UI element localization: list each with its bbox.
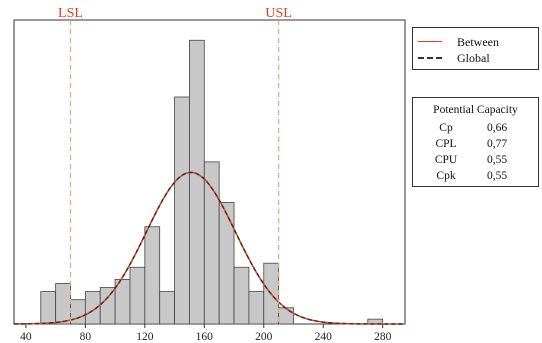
legend-item-global: Global xyxy=(413,50,538,66)
solid-line-swatch-icon xyxy=(418,41,442,42)
spec-limit-label-usl: USL xyxy=(265,6,291,21)
capacity-name: Cpk xyxy=(436,170,456,182)
histogram-bar xyxy=(278,307,294,325)
legend: Between Global xyxy=(412,27,539,70)
potential-capacity-panel: Potential Capacity Cp 0,66 CPL 0,77 CPU … xyxy=(412,97,539,187)
x-axis: 40 80 120 160 200 240 280 xyxy=(20,324,392,343)
capacity-row: CPL 0,77 xyxy=(413,138,538,154)
spec-limits-layer: LSL USL xyxy=(58,6,292,324)
curves-layer xyxy=(13,171,405,325)
histogram-bar xyxy=(203,161,220,325)
histogram-bar xyxy=(55,283,71,325)
histogram-bar xyxy=(159,291,175,325)
histogram-bar xyxy=(189,39,205,325)
capacity-row: Cp 0,66 xyxy=(413,122,538,138)
capacity-row: CPU 0,55 xyxy=(413,154,538,170)
histogram-bar xyxy=(129,266,146,325)
capacity-value: 0,77 xyxy=(487,138,508,150)
capacity-name: CPL xyxy=(435,138,457,150)
x-tick-label: 200 xyxy=(255,331,273,343)
x-tick-label: 280 xyxy=(374,331,392,343)
histogram-bar xyxy=(248,291,265,325)
histogram-bar xyxy=(144,226,161,325)
x-tick-label: 240 xyxy=(315,331,333,343)
legend-label: Global xyxy=(457,51,490,65)
capacity-title: Potential Capacity xyxy=(433,104,518,116)
histogram-bar xyxy=(218,201,235,325)
bars-layer xyxy=(40,39,384,325)
legend-item-between: Between xyxy=(413,34,538,50)
histogram-bar xyxy=(99,287,116,325)
histogram-bar xyxy=(70,299,86,325)
x-tick-label: 80 xyxy=(80,331,92,343)
x-tick-label: 160 xyxy=(196,331,214,343)
x-tick-label: 40 xyxy=(20,331,32,343)
spec-limit-label-lsl: LSL xyxy=(58,6,83,21)
capacity-value: 0,66 xyxy=(487,122,508,134)
x-tick-label: 120 xyxy=(136,331,154,343)
legend-label: Between xyxy=(457,35,499,49)
capacity-name: Cp xyxy=(439,122,453,134)
capacity-name: CPU xyxy=(434,154,458,166)
capacity-value: 0,55 xyxy=(487,154,508,166)
histogram-bar xyxy=(233,266,250,325)
curve-global xyxy=(13,171,405,325)
capacity-value: 0,55 xyxy=(487,170,508,182)
capacity-row: Cpk 0,55 xyxy=(413,170,538,186)
histogram-bar xyxy=(84,291,101,325)
histogram-bar xyxy=(174,96,190,325)
histogram-bar xyxy=(40,291,57,325)
dashed-line-swatch-icon xyxy=(418,57,442,59)
